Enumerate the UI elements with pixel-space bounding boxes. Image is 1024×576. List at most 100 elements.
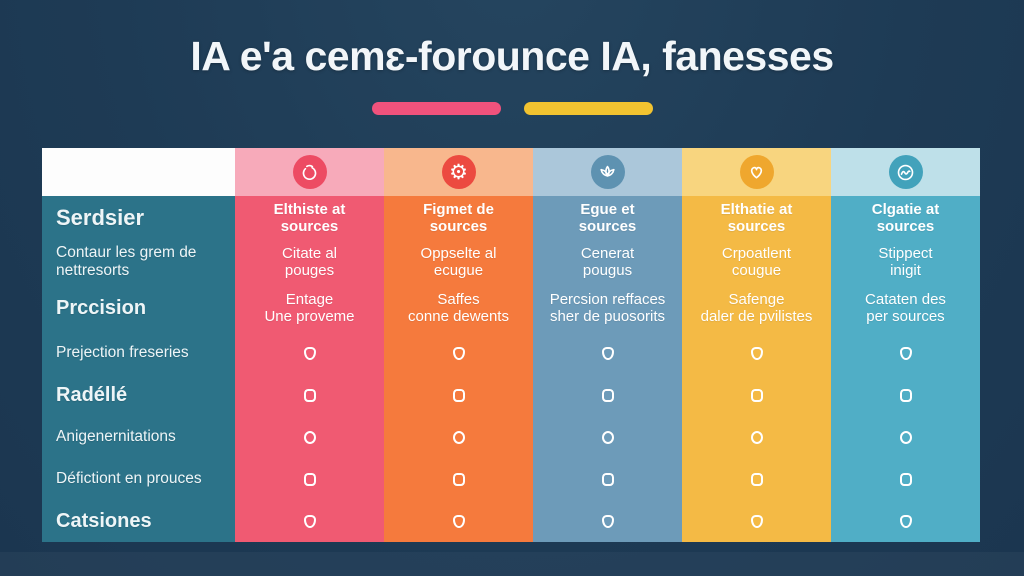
check-cell — [533, 500, 682, 542]
shield-outline-icon — [899, 472, 912, 486]
shield-outline-icon — [452, 346, 465, 360]
spa-leaves-icon — [590, 155, 625, 189]
row-label: Prccision — [56, 296, 147, 319]
shield-outline-icon — [899, 346, 912, 360]
check-cell — [235, 458, 384, 500]
shield-outline-icon — [601, 430, 614, 444]
row-label: Radéllé — [56, 383, 128, 406]
column-blue: Egue et sources Cenerat pougus Percsion … — [533, 148, 682, 542]
check-cell — [831, 374, 980, 416]
check-cell — [235, 416, 384, 458]
cell: Entage Une proveme — [264, 290, 355, 325]
yellow-accent-bar — [523, 102, 653, 115]
cell: Cataten des per sources — [865, 290, 946, 325]
column-teal-body: Clgatie at sources Stippect inigit Catat… — [831, 196, 980, 542]
shield-outline-icon — [601, 514, 614, 528]
shield-outline-icon — [601, 472, 614, 486]
shield-outline-icon — [899, 388, 912, 402]
check-cell — [533, 416, 682, 458]
page-title: IA e'a cemɛ-forounce IA, fanesses — [190, 33, 834, 79]
shield-outline-icon — [452, 514, 465, 528]
check-cell — [384, 500, 533, 542]
check-cell — [831, 458, 980, 500]
shield-outline-icon — [303, 388, 316, 402]
column-pink-body: Elthiste at sources Citate al pouges Ent… — [235, 196, 384, 542]
check-cell — [682, 458, 831, 500]
check-cell — [384, 416, 533, 458]
column-yellow: Elthatie at sources Crpoatlent cougue Sa… — [682, 148, 831, 542]
check-cell — [235, 500, 384, 542]
scribble-circle-icon — [888, 155, 923, 189]
cell: Safenge daler de pvilistes — [700, 290, 813, 325]
row-label: Catsiones — [56, 509, 152, 532]
shield-outline-icon — [750, 346, 763, 360]
pink-accent-bar — [371, 102, 501, 115]
cell: Crpoatlent cougue — [721, 244, 792, 279]
check-cell — [235, 332, 384, 374]
column-teal: Clgatie at sources Stippect inigit Catat… — [831, 148, 980, 542]
shield-outline-icon — [452, 430, 465, 444]
shield-outline-icon — [750, 472, 763, 486]
check-cell — [384, 374, 533, 416]
column-header: Elthatie at sources — [720, 200, 793, 235]
row-label: Contaur les grem de nettresorts — [56, 244, 197, 279]
row-label: Anigenernitations — [56, 428, 176, 446]
row-label: Prejection freseries — [56, 344, 189, 362]
check-cell — [831, 500, 980, 542]
cell: Stippect inigit — [878, 244, 933, 279]
column-blue-body: Egue et sources Cenerat pougus Percsion … — [533, 196, 682, 542]
shield-outline-icon — [303, 514, 316, 528]
shield-outline-icon — [452, 388, 465, 402]
row-label: Défictiont en prouces — [56, 470, 202, 488]
check-cell — [682, 374, 831, 416]
row-header-body: Serdsier Contaur les grem de nettresorts… — [42, 196, 235, 542]
check-cell — [384, 332, 533, 374]
heart-icon — [739, 155, 774, 189]
check-cell — [533, 374, 682, 416]
check-cell — [682, 416, 831, 458]
comparison-table: Serdsier Contaur les grem de nettresorts… — [42, 148, 980, 542]
cell: Citate al pouges — [281, 244, 338, 279]
check-cell — [235, 374, 384, 416]
column-teal-icon-band — [831, 148, 980, 196]
shield-outline-icon — [303, 430, 316, 444]
shield-outline-icon — [899, 514, 912, 528]
cell: Saffes conne dewents — [408, 290, 509, 325]
shield-outline-icon — [601, 346, 614, 360]
column-yellow-icon-band — [682, 148, 831, 196]
check-cell — [682, 500, 831, 542]
bottom-band — [0, 552, 1024, 576]
gear-icon: ⚙ — [441, 155, 476, 189]
corner-cell — [42, 148, 235, 196]
column-pink: Elthiste at sources Citate al pouges Ent… — [235, 148, 384, 542]
check-cell — [831, 416, 980, 458]
check-cell — [831, 332, 980, 374]
column-blue-icon-band — [533, 148, 682, 196]
column-header: Egue et sources — [578, 200, 637, 235]
shield-outline-icon — [452, 472, 465, 486]
check-cell — [384, 458, 533, 500]
shield-outline-icon — [899, 430, 912, 444]
shield-outline-icon — [303, 346, 316, 360]
check-cell — [682, 332, 831, 374]
shield-outline-icon — [601, 388, 614, 402]
row-header-column: Serdsier Contaur les grem de nettresorts… — [42, 148, 235, 542]
cell: Percsion reffaces sher de puosorits — [549, 290, 666, 325]
column-header: Figmet de sources — [423, 200, 494, 235]
check-cell — [533, 332, 682, 374]
shield-outline-icon — [750, 430, 763, 444]
shield-outline-icon — [750, 514, 763, 528]
shield-outline-icon — [303, 472, 316, 486]
column-pink-icon-band — [235, 148, 384, 196]
sketch-circle-icon — [292, 155, 327, 189]
cell: Oppselte al ecugue — [420, 244, 497, 279]
column-yellow-body: Elthatie at sources Crpoatlent cougue Sa… — [682, 196, 831, 542]
title-underline-bars — [0, 102, 1024, 115]
column-header: Clgatie at sources — [871, 200, 940, 235]
check-cell — [533, 458, 682, 500]
column-header: Elthiste at sources — [273, 200, 346, 235]
cell: Cenerat pougus — [580, 244, 635, 279]
column-orange-body: Figmet de sources Oppselte al ecugue Saf… — [384, 196, 533, 542]
corner-label: Serdsier — [56, 205, 145, 231]
column-orange-icon-band: ⚙ — [384, 148, 533, 196]
